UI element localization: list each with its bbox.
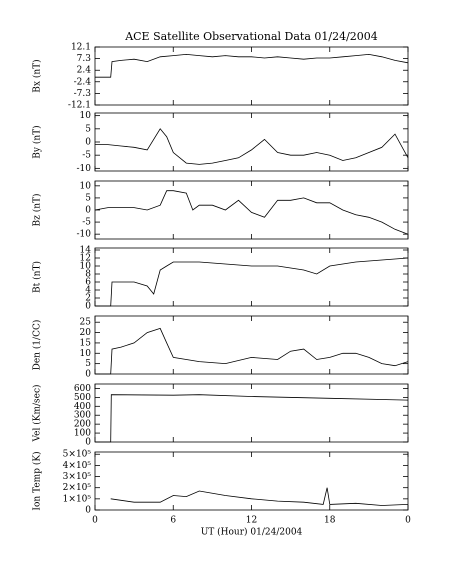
y-tick-label: 10 <box>80 111 92 121</box>
y-tick-label: 5 <box>85 124 91 134</box>
y-tick-label: -2.4 <box>74 77 92 87</box>
y-tick-label: -10 <box>77 164 92 174</box>
y-tick-label: 2.4 <box>77 66 92 76</box>
x-tick-label: 0 <box>92 516 98 526</box>
data-line <box>94 190 409 235</box>
data-line <box>95 394 409 443</box>
data-line <box>95 128 409 165</box>
x-tick-label: 6 <box>170 516 176 526</box>
y-tick-label: 200 <box>74 420 91 430</box>
y-tick-label: 400 <box>74 402 91 412</box>
y-tick-label: 2 <box>85 294 91 304</box>
y-tick-label: 0 <box>85 506 91 516</box>
y-axis-label: Bt (nT) <box>32 261 43 293</box>
y-tick-label: -7.3 <box>74 89 92 99</box>
y-tick-label: 0 <box>85 138 91 148</box>
y-tick-label: 6 <box>85 278 91 288</box>
data-line <box>110 487 409 506</box>
y-axis-label: Den (1/CC) <box>32 320 43 371</box>
y-tick-label: -5 <box>82 151 91 161</box>
panel-frame <box>94 383 409 443</box>
y-tick-label: 4 <box>85 286 91 296</box>
y-tick-label: 0 <box>85 302 91 312</box>
y-tick-label: 0 <box>85 438 91 448</box>
y-tick-label: 0 <box>85 206 91 216</box>
y-tick-label: 1×10⁵ <box>63 494 92 504</box>
y-tick-label: 2×10⁵ <box>63 483 92 493</box>
y-tick-label: 10 <box>80 349 92 359</box>
y-tick-label: -10 <box>77 230 92 240</box>
y-tick-label: 4×10⁵ <box>63 461 92 471</box>
data-line <box>95 327 409 375</box>
y-axis-label: Ion Temp (K) <box>32 451 43 510</box>
y-tick-label: 500 <box>74 393 91 403</box>
y-axis-label: Vel (Km/sec) <box>32 384 43 442</box>
y-tick-label: 10 <box>80 181 92 191</box>
y-tick-label: 600 <box>74 384 91 394</box>
y-tick-label: 7.3 <box>77 54 92 64</box>
panel-frame <box>94 180 409 240</box>
y-tick-label: 5 <box>85 193 91 203</box>
y-tick-label: 5×10⁵ <box>63 450 92 460</box>
data-line <box>95 53 409 78</box>
y-axis-label: Bz (nT) <box>32 193 43 226</box>
chart-title: ACE Satellite Observational Data 01/24/2… <box>124 30 378 43</box>
y-axis-label: By (nT) <box>32 125 43 158</box>
x-tick-label: 0 <box>405 516 411 526</box>
panel-frame <box>94 315 409 375</box>
y-tick-label: 12.1 <box>71 43 91 53</box>
y-tick-label: 3×10⁵ <box>63 472 92 482</box>
panel-frame <box>94 112 409 172</box>
panel-frame <box>94 247 409 307</box>
y-tick-label: 8 <box>85 270 91 280</box>
panel-frame <box>94 451 409 511</box>
y-tick-label: 14 <box>80 246 92 256</box>
y-tick-label: 20 <box>80 328 92 338</box>
y-tick-label: 300 <box>74 411 91 421</box>
y-tick-label: 15 <box>80 338 92 348</box>
x-axis-label: UT (Hour) 01/24/2004 <box>201 527 303 538</box>
y-tick-label: -12.1 <box>68 101 91 111</box>
y-tick-label: 25 <box>80 318 92 328</box>
panel-frame <box>94 46 409 106</box>
y-tick-label: -5 <box>82 218 91 228</box>
x-tick-label: 12 <box>246 516 257 526</box>
data-line <box>95 257 409 307</box>
y-tick-label: 100 <box>74 429 91 439</box>
x-tick-label: 18 <box>324 516 336 526</box>
y-tick-label: 10 <box>80 262 92 272</box>
y-tick-label: 5 <box>85 359 91 369</box>
y-axis-label: Bx (nT) <box>32 59 43 92</box>
y-tick-label: 0 <box>85 370 91 380</box>
y-tick-label: 12 <box>80 254 91 264</box>
